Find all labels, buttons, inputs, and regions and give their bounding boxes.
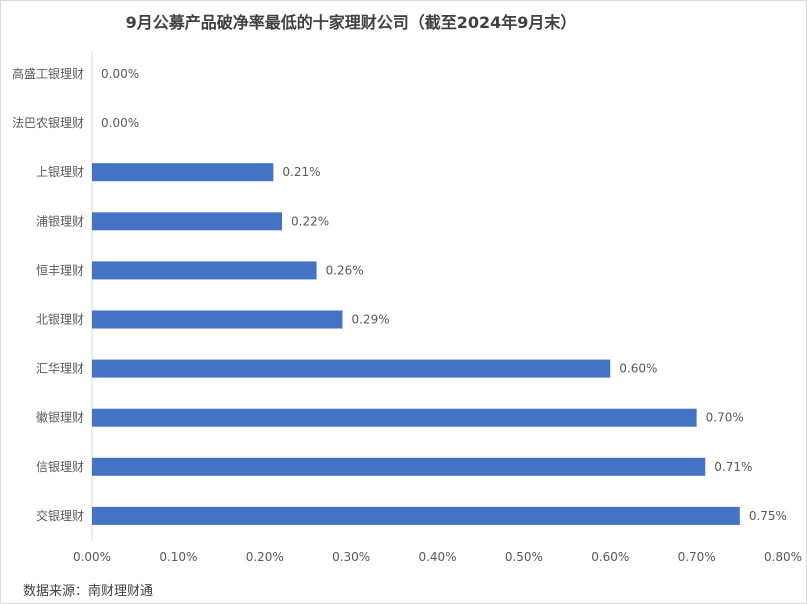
data-label: 0.70% (706, 411, 744, 425)
category-label: 法巴农银理财 (12, 116, 84, 130)
bar (92, 359, 611, 378)
data-label: 0.00% (101, 116, 139, 130)
data-label: 0.21% (282, 165, 320, 179)
x-tick-label: 0.40% (418, 550, 456, 564)
x-tick-label: 0.00% (73, 550, 111, 564)
source-note: 数据来源：南财理财通 (23, 584, 154, 599)
data-label: 0.00% (101, 67, 139, 81)
x-tick-label: 0.10% (159, 550, 197, 564)
category-label: 汇华理财 (36, 362, 84, 376)
category-label: 徽银理财 (36, 410, 84, 425)
x-tick-label: 0.50% (505, 550, 543, 564)
bar (92, 408, 697, 427)
data-label: 0.71% (714, 460, 752, 474)
x-tick-label: 0.30% (332, 550, 370, 564)
bar (92, 261, 317, 280)
data-label: 0.29% (351, 313, 389, 327)
x-tick-label: 0.60% (591, 550, 629, 564)
bar (92, 310, 343, 329)
bar (92, 506, 740, 525)
x-tick-label: 0.70% (678, 550, 716, 564)
category-label: 交银理财 (36, 508, 84, 523)
bar (92, 212, 283, 231)
x-tick-label: 0.20% (246, 550, 284, 564)
category-label: 恒丰理财 (36, 263, 84, 277)
bar (92, 457, 706, 476)
category-label: 上银理财 (36, 165, 84, 179)
bar (92, 163, 274, 182)
category-label: 高盛工银理财 (12, 66, 84, 81)
data-label: 0.75% (749, 509, 787, 523)
data-label: 0.22% (291, 214, 329, 228)
data-label: 0.26% (326, 263, 364, 277)
bar-chart: 高盛工银理财 0.00% 法巴农银理财 0.00% 上银理财 0.21% 浦银理财 0.22%… (12, 51, 802, 564)
category-label: 北银理财 (36, 313, 84, 327)
data-label: 0.60% (619, 362, 657, 376)
category-label: 信银理财 (36, 460, 84, 474)
x-tick-label: 0.80% (764, 550, 802, 564)
category-label: 浦银理财 (36, 214, 84, 228)
chart-title: 9月公募产品破净率最低的十家理财公司（截至2024年9月末） (125, 13, 577, 32)
